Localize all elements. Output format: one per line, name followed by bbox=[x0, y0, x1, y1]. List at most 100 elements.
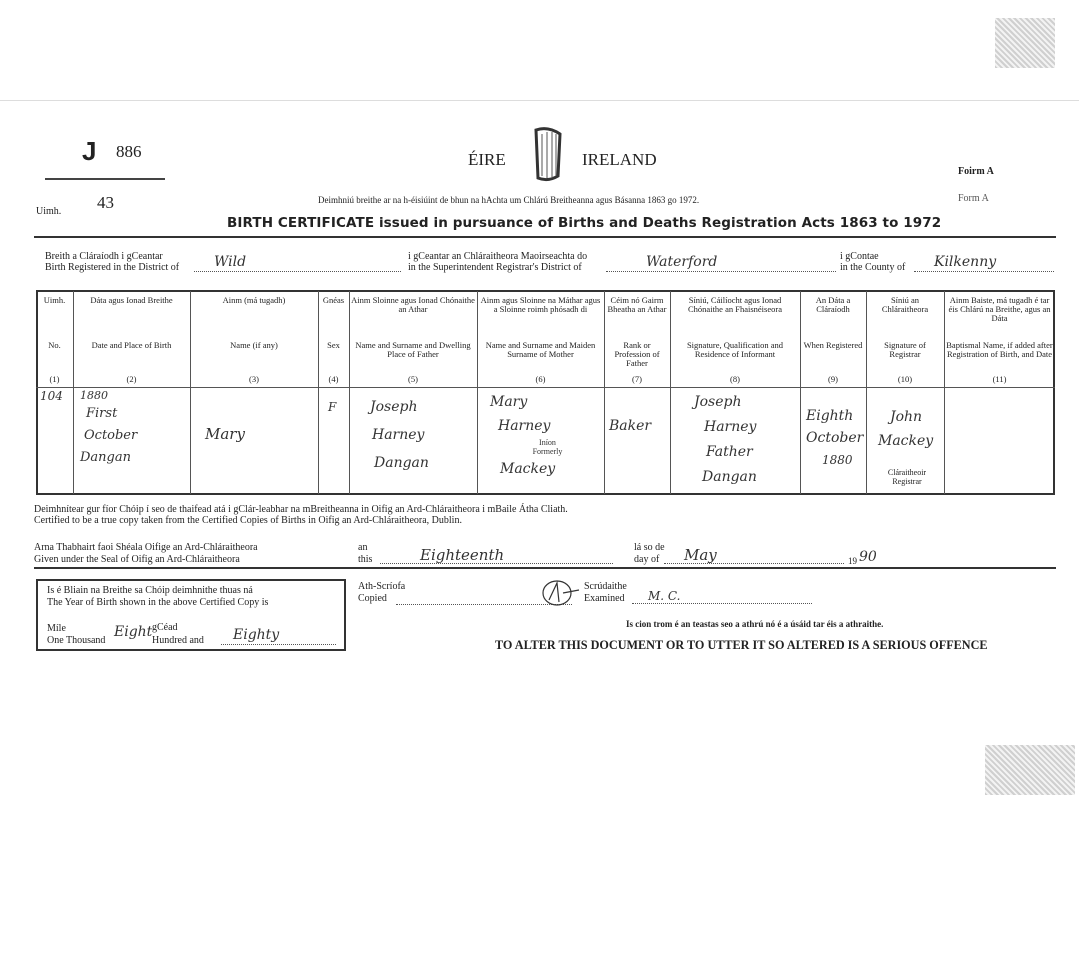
uimh-label: Uimh. bbox=[36, 206, 62, 217]
informant-residence: Dangan bbox=[702, 469, 757, 485]
formerly-label: Formerly bbox=[532, 447, 563, 456]
birth-month: October bbox=[84, 428, 138, 443]
month-value: May bbox=[664, 546, 844, 564]
column-header-english: Baptismal Name, if added after Registrat… bbox=[946, 340, 1053, 359]
cell-name: Mary bbox=[205, 425, 245, 443]
registrar-first-name: John bbox=[890, 409, 923, 425]
la-so-de-label: lá so de bbox=[634, 542, 665, 553]
column-divider bbox=[800, 291, 801, 494]
registrar-surname: Mackey bbox=[878, 433, 934, 449]
copied-line bbox=[396, 593, 572, 605]
cell-no: 104 bbox=[40, 389, 63, 403]
registrar-english: Registrar bbox=[892, 477, 922, 486]
column-header-irish: Ainm Baiste, má tugadh é tar éis Chlárú … bbox=[948, 295, 1051, 323]
column-header-irish: Síniú an Chláraitheora bbox=[881, 295, 929, 314]
superintendent-value: Waterford bbox=[606, 254, 836, 272]
mile-label: Míle bbox=[47, 623, 66, 634]
column-header-english: Name and Surname and Dwelling Place of F… bbox=[355, 340, 471, 359]
subtitle-irish: Deimhniú breithe ar na h-éisiúint de bhu… bbox=[318, 195, 700, 205]
column-header-num: (10) bbox=[897, 374, 913, 384]
seal-rule bbox=[34, 567, 1056, 569]
column-header-irish: Ainm agus Sloinne na Máthar agus a Sloin… bbox=[480, 295, 601, 314]
examined-irish: Scrúdaithe bbox=[584, 581, 627, 592]
this-label: this bbox=[358, 554, 373, 565]
one-thousand-label: One Thousand bbox=[47, 635, 106, 646]
year-box-irish: Is é Bliain na Breithe sa Chóip deimhnit… bbox=[47, 585, 253, 596]
birth-year: 1880 bbox=[80, 389, 108, 402]
form-english: Form A bbox=[958, 193, 989, 204]
column-header-english: Signature of Registrar bbox=[884, 340, 926, 359]
warning-english: TO ALTER THIS DOCUMENT OR TO UTTER IT SO… bbox=[495, 638, 988, 652]
column-divider bbox=[318, 291, 319, 494]
informant-surname: Harney bbox=[704, 419, 757, 435]
informant-first-name: Joseph bbox=[694, 394, 742, 410]
column-header-num: (1) bbox=[49, 374, 60, 384]
column-header-num: (8) bbox=[730, 374, 740, 384]
harp-icon bbox=[528, 126, 568, 189]
column-divider bbox=[604, 291, 605, 494]
father-surname: Harney bbox=[372, 427, 425, 443]
infon-label: Iníon bbox=[539, 438, 556, 447]
cell-father: Joseph Harney Dangan bbox=[362, 393, 429, 477]
column-header-english: Sex bbox=[327, 340, 340, 350]
column-header-irish: An Dáta a Cláraíodh bbox=[815, 295, 851, 314]
table-divider bbox=[36, 387, 1055, 388]
divider bbox=[45, 178, 165, 180]
copied-irish: Ath-Scríofa bbox=[358, 581, 406, 592]
cell-mother: Mary Harney Iníon Formerly Mackey bbox=[490, 390, 605, 482]
cell-sex: F bbox=[328, 400, 337, 414]
column-header-num: (3) bbox=[249, 374, 259, 384]
column-header-irish: Uimh. bbox=[43, 295, 66, 305]
register-table bbox=[36, 290, 1055, 495]
informant-qualification: Father bbox=[706, 444, 753, 460]
gcead-label: gCéad bbox=[152, 622, 178, 633]
seal-english: Given under the Seal of Oifig an Ard-Chl… bbox=[34, 554, 240, 565]
column-header-english: No. bbox=[48, 340, 61, 350]
mother-surname: Harney bbox=[498, 418, 551, 434]
an-label: an bbox=[358, 542, 368, 553]
certified-irish: Deimhnítear gur fíor Chóip í seo de thai… bbox=[34, 504, 568, 515]
county-value: Kilkenny bbox=[914, 254, 1054, 272]
column-header-irish: Síniú, Cáilíocht agus Ionad Chónaithe an… bbox=[688, 295, 782, 314]
cell-date-place: 1880 First October Dangan bbox=[80, 389, 190, 469]
examined-value: M. C. bbox=[632, 590, 812, 604]
birth-day: First bbox=[86, 406, 118, 421]
column-header-irish: Dáta agus Ionad Breithe bbox=[90, 295, 173, 305]
column-header-english: Signature, Qualification and Residence o… bbox=[686, 340, 784, 359]
birth-place: Dangan bbox=[80, 450, 131, 465]
year-of-birth-box: Is é Bliain na Breithe sa Chóip deimhnit… bbox=[36, 579, 346, 651]
day-of-label: day of bbox=[634, 554, 660, 565]
title-rule bbox=[34, 236, 1056, 238]
district-english: Birth Registered in the District of bbox=[45, 262, 180, 273]
column-header-irish: Céim nó Gairm Bheatha an Athar bbox=[607, 295, 667, 314]
column-divider bbox=[190, 291, 191, 494]
seal-irish: Arna Thabhairt faoi Shéala Oifige an Ard… bbox=[34, 542, 258, 553]
column-divider bbox=[477, 291, 478, 494]
registrar-caption: Cláraitheoir Registrar bbox=[868, 468, 946, 486]
year-prefix: 19 bbox=[848, 556, 857, 566]
column-header-num: (5) bbox=[408, 374, 418, 384]
copied-english: Copied bbox=[358, 593, 387, 604]
registered-day: Eighth bbox=[806, 408, 854, 424]
column-header-num: (2) bbox=[126, 374, 137, 384]
column-header-english: Date and Place of Birth bbox=[91, 340, 172, 350]
column-divider bbox=[944, 291, 945, 494]
column-header-num: (6) bbox=[535, 374, 546, 384]
father-dwelling: Dangan bbox=[374, 455, 429, 471]
registered-year: 1880 bbox=[822, 453, 853, 467]
uimh-value: 43 bbox=[97, 193, 114, 212]
column-header-num: (9) bbox=[828, 374, 838, 384]
scan-artifact bbox=[995, 18, 1055, 68]
column-header-num: (11) bbox=[992, 374, 1007, 384]
year-value: 90 bbox=[859, 549, 877, 565]
mother-maiden-surname: Mackey bbox=[500, 461, 556, 477]
copier-initials-mark bbox=[535, 578, 580, 613]
hundred-and-label: Hundred and bbox=[152, 635, 204, 646]
column-header-num: (7) bbox=[632, 374, 642, 384]
column-divider bbox=[73, 291, 74, 494]
ireland-title: IRELAND bbox=[582, 150, 657, 169]
superintendent-english: in the Superintendent Registrar's Distri… bbox=[408, 262, 582, 273]
column-divider bbox=[670, 291, 671, 494]
mother-first-name: Mary bbox=[490, 394, 528, 410]
district-irish: Breith a Cláraíodh i gCeantar bbox=[45, 251, 163, 262]
